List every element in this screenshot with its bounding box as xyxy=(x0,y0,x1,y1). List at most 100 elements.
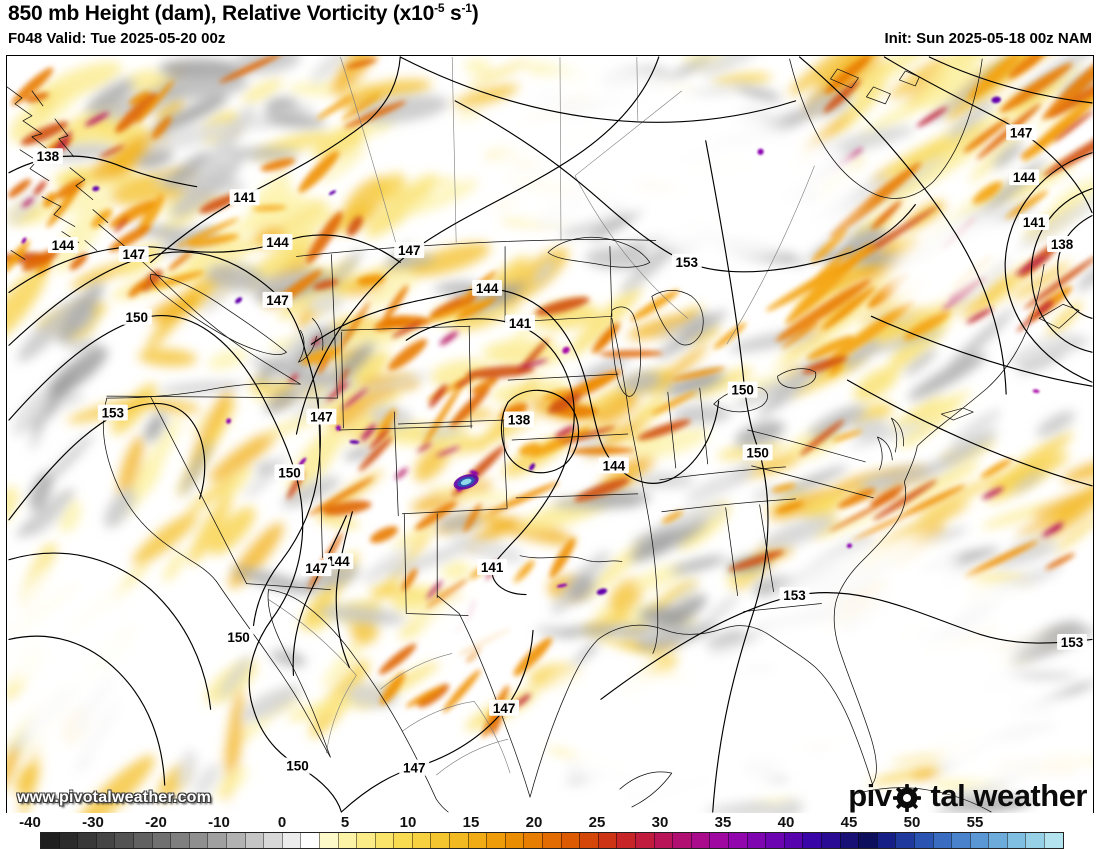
map-title: 850 mb Height (dam), Relative Vorticity … xyxy=(8,1,479,26)
colorbar-tick: 20 xyxy=(525,814,543,831)
colorbar-cell xyxy=(504,833,524,848)
contour-label: 147 xyxy=(1010,125,1032,140)
colorbar-cell xyxy=(244,833,264,848)
colorbar-cell xyxy=(1006,833,1026,848)
colorbar-cell xyxy=(77,833,96,848)
colorbar-cell xyxy=(523,833,543,848)
colorbar-cell xyxy=(913,833,933,848)
contour-label: 138 xyxy=(1051,237,1074,252)
colorbar-cell xyxy=(672,833,691,848)
contour-label: 147 xyxy=(123,247,145,262)
colorbar-cell xyxy=(951,833,970,848)
colorbar-cell xyxy=(170,833,189,848)
colorbar-tick: -10 xyxy=(208,814,230,831)
colorbar-cell xyxy=(263,833,282,848)
contour-label: 138 xyxy=(37,149,60,164)
colorbar-cell xyxy=(318,833,338,848)
colorbar-cell xyxy=(393,833,412,848)
colorbar-cell xyxy=(300,833,319,848)
colorbar-cell xyxy=(988,833,1007,848)
colorbar-cell xyxy=(449,833,468,848)
colorbar-tick: 5 xyxy=(340,814,350,831)
vorticity-shading-orange xyxy=(7,56,1093,738)
colorbar-tick: 45 xyxy=(840,814,858,831)
colorbar-cell xyxy=(709,833,728,848)
colorbar-cell xyxy=(635,833,654,848)
pivotal-weather-logo: piv tal weather xyxy=(848,778,1088,813)
contour-label: 150 xyxy=(731,383,753,398)
contour-label: 147 xyxy=(493,701,515,716)
title-superscript-2: -1 xyxy=(461,1,472,15)
valid-time-text: F048 Valid: Tue 2025-05-20 00z xyxy=(8,30,226,47)
colorbar-cell xyxy=(114,833,133,848)
colorbar-cell xyxy=(727,833,747,848)
vorticity-shading-clear xyxy=(7,60,1093,812)
colorbar-tick: 55 xyxy=(966,814,984,831)
logo-text-left: piv xyxy=(848,778,892,813)
contour-label: 141 xyxy=(481,560,504,575)
colorbar-tick: 35 xyxy=(714,814,732,831)
colorbar-cell xyxy=(337,833,357,848)
colorbar-cell xyxy=(746,833,766,848)
title-text: 850 mb Height (dam), Relative Vorticity … xyxy=(8,2,435,25)
contour-label: 153 xyxy=(676,255,698,270)
colorbar-cell xyxy=(58,833,78,848)
contour-label: 144 xyxy=(266,235,289,250)
colorbar-cell xyxy=(690,833,710,848)
colorbar-cell xyxy=(1044,833,1063,848)
colorbar-cell xyxy=(430,833,450,848)
contour-label: 147 xyxy=(398,243,420,258)
colorbar-cell xyxy=(820,833,840,848)
colorbar-cell xyxy=(597,833,617,848)
colorbar-tick: 50 xyxy=(903,814,921,831)
contour-label: 150 xyxy=(746,445,768,460)
contour-label: 153 xyxy=(102,406,124,421)
colorbar-cell xyxy=(207,833,226,848)
colorbar-tick: -20 xyxy=(145,814,167,831)
colorbar-cell xyxy=(802,833,821,848)
map-frame: 138 138 138 141 141 141 141 144 144 144 144 144 144 1… xyxy=(6,55,1094,814)
colorbar-cell xyxy=(356,833,375,848)
contour-label: 144 xyxy=(1013,170,1036,185)
colorbar-cell xyxy=(486,833,505,848)
contour-label: 150 xyxy=(286,759,308,774)
colorbar-cell xyxy=(225,833,245,848)
title-close: ) xyxy=(471,2,479,25)
colorbar-cell xyxy=(467,833,487,848)
colorbar-cell xyxy=(858,833,877,848)
contour-label: 144 xyxy=(476,281,499,296)
province-borders xyxy=(268,56,815,776)
contour-label: 141 xyxy=(1023,215,1046,230)
contour-label: 144 xyxy=(52,238,75,253)
colorbar-cell xyxy=(876,833,896,848)
title-units: s xyxy=(444,2,462,25)
contour-label: 147 xyxy=(305,561,327,576)
vorticity-extrema-spots xyxy=(21,96,1040,595)
init-time-text: Init: Sun 2025-05-18 00z NAM xyxy=(884,30,1092,47)
colorbar-cell xyxy=(542,833,561,848)
colorbar-tick: -40 xyxy=(19,814,41,831)
contour-label: 144 xyxy=(327,554,350,569)
gear-icon xyxy=(892,783,921,812)
contour-label: 141 xyxy=(509,316,532,331)
map-header: 850 mb Height (dam), Relative Vorticity … xyxy=(0,0,1100,55)
contour-label: 147 xyxy=(266,293,288,308)
colorbar-tick: 10 xyxy=(399,814,417,831)
colorbar-cell xyxy=(765,833,784,848)
colorbar-cell xyxy=(41,833,59,848)
contour-label: 141 xyxy=(233,190,256,205)
logo-text-right: tal weather xyxy=(930,778,1088,813)
contour-label: 144 xyxy=(603,458,626,473)
colorbar-cell xyxy=(932,833,952,848)
colorbar-cell xyxy=(839,833,859,848)
colorbar-cell xyxy=(132,833,152,848)
contour-label: 150 xyxy=(278,465,300,480)
colorbar-cell xyxy=(188,833,208,848)
colorbar-cell xyxy=(411,833,431,848)
colorbar: -40 -30 -20 -10 0 5 10 15 20 25 30 35 40 45 50 55 xyxy=(0,813,1100,850)
colorbar-cell xyxy=(95,833,115,848)
colorbar-cells xyxy=(40,832,1064,849)
